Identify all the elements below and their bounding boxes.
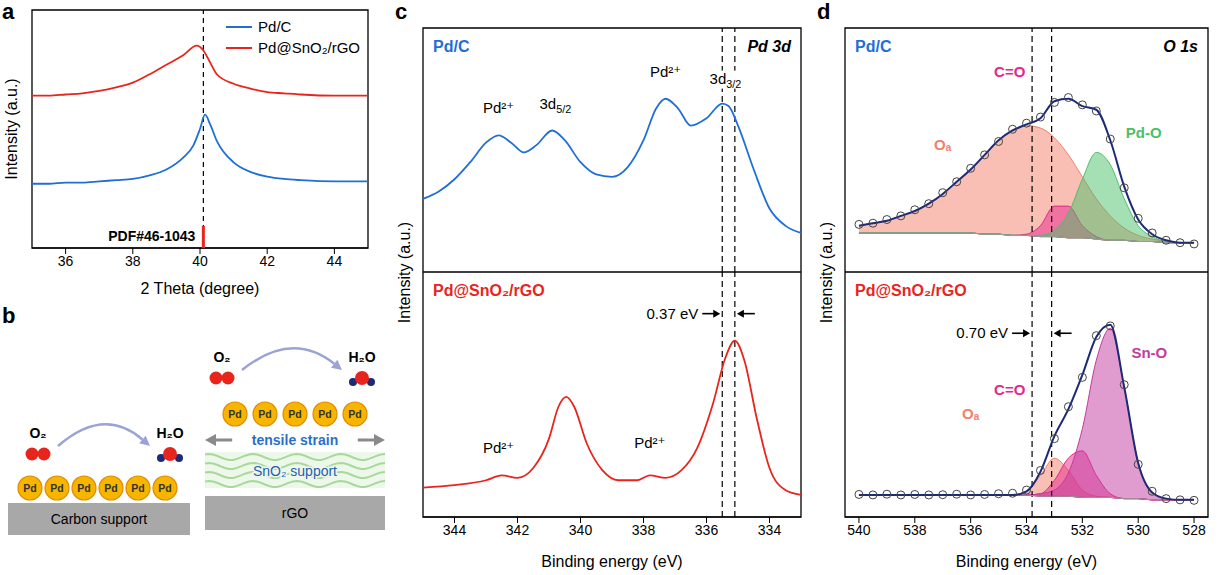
svg-text:Pd@SnO₂/rGO: Pd@SnO₂/rGO bbox=[433, 282, 545, 299]
svg-text:PDF#46-1043: PDF#46-1043 bbox=[108, 228, 195, 244]
svg-text:540: 540 bbox=[847, 522, 871, 538]
svg-text:536: 536 bbox=[959, 522, 983, 538]
svg-text:2 Theta (degree): 2 Theta (degree) bbox=[141, 280, 260, 297]
svg-text:Pd/C: Pd/C bbox=[855, 38, 892, 55]
svg-text:Pd²⁺: Pd²⁺ bbox=[483, 99, 514, 116]
svg-text:Binding energy (eV): Binding energy (eV) bbox=[541, 553, 682, 570]
svg-text:40: 40 bbox=[192, 253, 208, 269]
svg-text:Pd: Pd bbox=[228, 408, 241, 420]
svg-text:336: 336 bbox=[695, 522, 719, 538]
svg-text:Sn-O: Sn-O bbox=[1131, 344, 1167, 361]
svg-text:Pd@SnO₂/rGO: Pd@SnO₂/rGO bbox=[855, 282, 967, 299]
svg-text:O₂: O₂ bbox=[29, 425, 46, 441]
svg-text:Oₐ: Oₐ bbox=[962, 405, 980, 422]
svg-text:530: 530 bbox=[1127, 522, 1151, 538]
svg-text:Pd: Pd bbox=[50, 482, 63, 494]
svg-text:0.70 eV: 0.70 eV bbox=[956, 324, 1008, 341]
svg-text:tensile strain: tensile strain bbox=[252, 432, 338, 448]
svg-text:Pd: Pd bbox=[131, 482, 144, 494]
svg-text:Pd: Pd bbox=[23, 482, 36, 494]
svg-text:SnO₂ support: SnO₂ support bbox=[253, 463, 337, 479]
svg-text:rGO: rGO bbox=[282, 505, 309, 521]
svg-text:0.37 eV: 0.37 eV bbox=[647, 305, 699, 322]
svg-text:O₂: O₂ bbox=[213, 349, 230, 365]
svg-text:340: 340 bbox=[569, 522, 593, 538]
svg-text:Pd: Pd bbox=[77, 482, 90, 494]
svg-text:Intensity (a.u.): Intensity (a.u.) bbox=[818, 222, 835, 323]
svg-text:Pd 3d: Pd 3d bbox=[747, 38, 792, 55]
svg-text:3d5/2: 3d5/2 bbox=[539, 95, 571, 115]
html-text:a: a bbox=[2, 0, 15, 24]
svg-text:532: 532 bbox=[1071, 522, 1095, 538]
svg-text:H₂O: H₂O bbox=[156, 425, 183, 441]
svg-text:Carbon support: Carbon support bbox=[51, 511, 148, 527]
svg-text:H₂O: H₂O bbox=[348, 349, 375, 365]
svg-text:534: 534 bbox=[1015, 522, 1039, 538]
html-text:c: c bbox=[395, 0, 408, 24]
svg-text:Pd: Pd bbox=[348, 408, 361, 420]
svg-text:C=O: C=O bbox=[994, 381, 1026, 398]
svg-text:Pd²⁺: Pd²⁺ bbox=[634, 434, 665, 451]
svg-text:Pd: Pd bbox=[158, 482, 171, 494]
html-text:b: b bbox=[2, 303, 16, 328]
svg-text:Pd²⁺: Pd²⁺ bbox=[650, 63, 681, 80]
html-text:d: d bbox=[817, 0, 831, 24]
svg-text:42: 42 bbox=[259, 253, 275, 269]
svg-text:334: 334 bbox=[758, 522, 782, 538]
svg-text:Pd²⁺: Pd²⁺ bbox=[483, 439, 514, 456]
svg-text:Pd/C: Pd/C bbox=[433, 38, 470, 55]
svg-text:3d3/2: 3d3/2 bbox=[710, 70, 742, 90]
svg-text:344: 344 bbox=[443, 522, 467, 538]
svg-text:528: 528 bbox=[1182, 522, 1206, 538]
html-text:Pd@SnO₂/rGO: Pd@SnO₂/rGO bbox=[258, 39, 360, 56]
svg-text:38: 38 bbox=[125, 253, 141, 269]
svg-text:Oₐ: Oₐ bbox=[934, 136, 952, 153]
svg-text:36: 36 bbox=[58, 253, 74, 269]
svg-text:Pd: Pd bbox=[258, 408, 271, 420]
svg-text:342: 342 bbox=[506, 522, 530, 538]
html-text:Pd/C: Pd/C bbox=[258, 18, 292, 35]
svg-text:538: 538 bbox=[903, 522, 927, 538]
svg-text:Pd: Pd bbox=[288, 408, 301, 420]
svg-text:C=O: C=O bbox=[994, 63, 1026, 80]
svg-text:Intensity (a.u.): Intensity (a.u.) bbox=[3, 78, 20, 179]
svg-text:O 1s: O 1s bbox=[1163, 38, 1198, 55]
svg-text:Pd: Pd bbox=[104, 482, 117, 494]
svg-text:44: 44 bbox=[327, 253, 343, 269]
svg-text:Binding energy (eV): Binding energy (eV) bbox=[956, 553, 1097, 570]
svg-text:Pd-O: Pd-O bbox=[1126, 124, 1162, 141]
svg-text:338: 338 bbox=[632, 522, 656, 538]
svg-text:Intensity (a.u.): Intensity (a.u.) bbox=[396, 222, 413, 323]
svg-text:Pd: Pd bbox=[318, 408, 331, 420]
